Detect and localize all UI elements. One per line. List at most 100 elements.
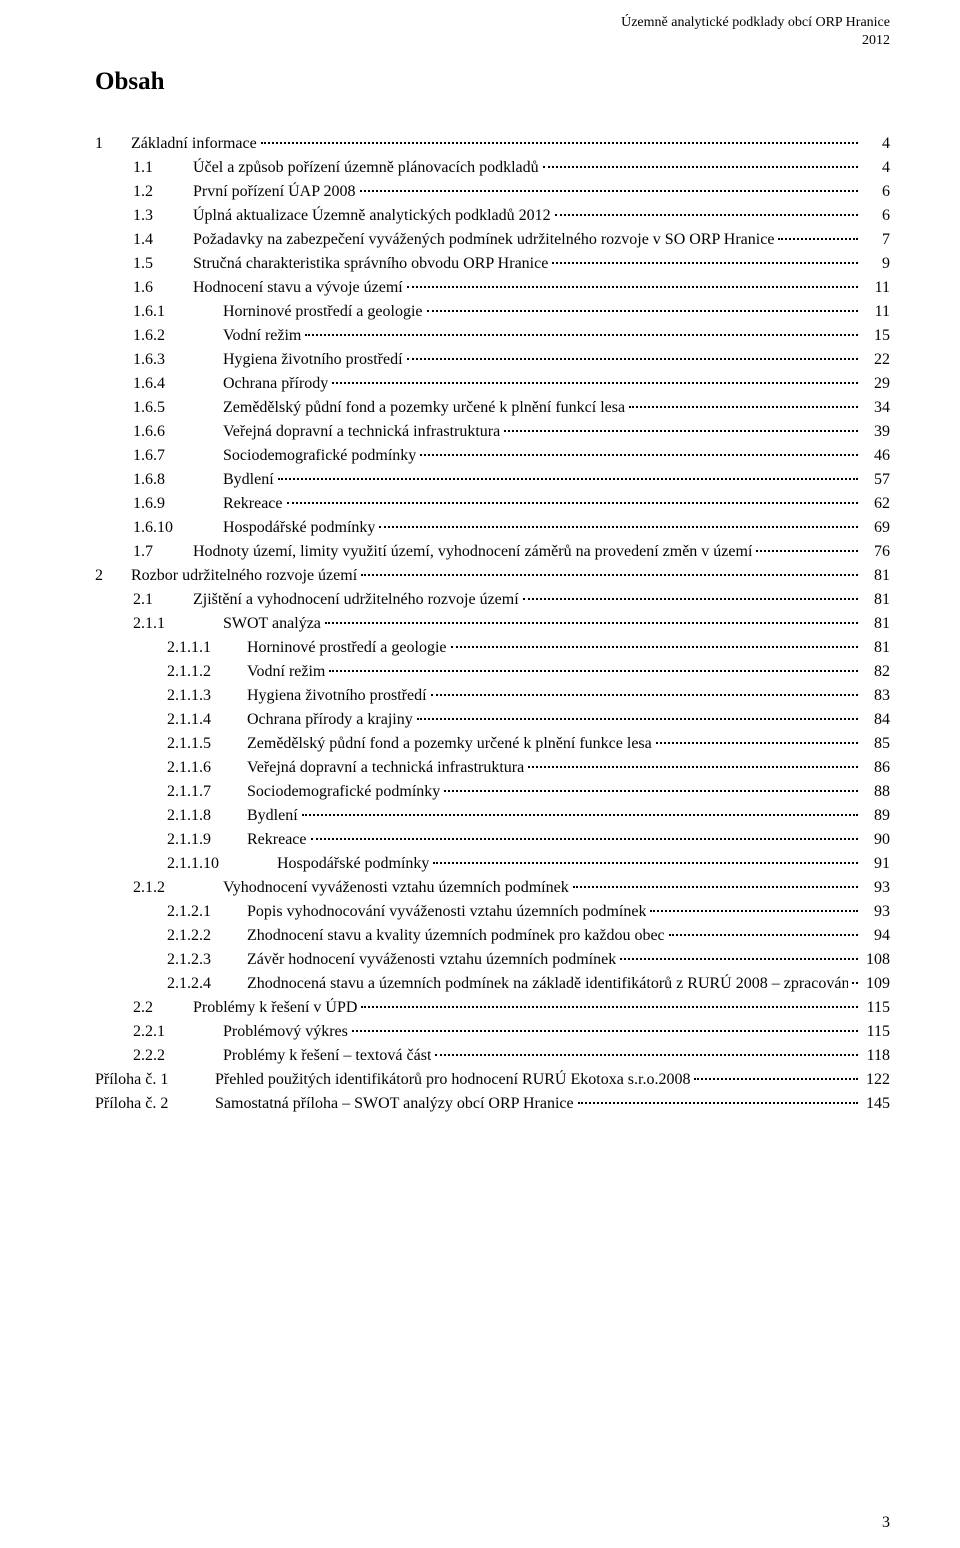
- toc-entry-number: 1.6.8: [133, 468, 223, 492]
- toc-entry-text: Horninové prostředí a geologie: [223, 300, 423, 324]
- toc-entry-text: Zhodnocení stavu a kvality územních podm…: [247, 924, 665, 948]
- toc-leader: [360, 190, 858, 192]
- toc-row: 2.1.1.8Bydlení89: [95, 804, 890, 828]
- toc-entry-text: Rozbor udržitelného rozvoje území: [131, 564, 357, 588]
- toc-row: 2.1.1.1Horninové prostředí a geologie81: [95, 636, 890, 660]
- toc-entry-text: Hodnoty území, limity využití území, vyh…: [193, 540, 752, 564]
- toc-entry-number: 1.6.7: [133, 444, 223, 468]
- toc-row: Příloha č. 1Přehled použitých identifiká…: [95, 1068, 890, 1092]
- toc-entry-text: Horninové prostředí a geologie: [247, 636, 447, 660]
- toc-entry-number: 2.1.2.4: [167, 972, 247, 996]
- toc-entry-text: Sociodemografické podmínky: [223, 444, 416, 468]
- toc-row: 2.1.1.3Hygiena životního prostředí83: [95, 684, 890, 708]
- toc-entry-page: 109: [862, 972, 890, 996]
- toc-entry-text: Základní informace: [131, 132, 257, 156]
- toc-entry-page: 4: [862, 132, 890, 156]
- toc-entry-page: 145: [862, 1092, 890, 1116]
- toc-leader: [287, 502, 858, 504]
- toc-entry-text: Přehled použitých identifikátorů pro hod…: [215, 1068, 690, 1092]
- toc-entry-page: 108: [862, 948, 890, 972]
- toc-leader: [650, 910, 858, 912]
- toc-entry-text: Požadavky na zabezpečení vyvážených podm…: [193, 228, 774, 252]
- toc-leader: [417, 718, 858, 720]
- toc-entry-text: Zemědělský půdní fond a pozemky určené k…: [223, 396, 625, 420]
- toc-entry-number: 2.1.1.4: [167, 708, 247, 732]
- toc-entry-number: 2.1.1.8: [167, 804, 247, 828]
- toc-row: 1.6.1Horninové prostředí a geologie11: [95, 300, 890, 324]
- toc-entry-page: 115: [862, 996, 890, 1020]
- toc-entry-text: Problémový výkres: [223, 1020, 348, 1044]
- toc-row: 2.2.2Problémy k řešení – textová část118: [95, 1044, 890, 1068]
- toc-entry-number: 2.1.2: [133, 876, 223, 900]
- toc-entry-text: Popis vyhodnocování vyváženosti vztahu ú…: [247, 900, 646, 924]
- toc-entry-number: 1.5: [133, 252, 193, 276]
- toc-leader: [451, 646, 859, 648]
- toc-row: 2.1.2.1Popis vyhodnocování vyváženosti v…: [95, 900, 890, 924]
- toc-leader: [305, 334, 858, 336]
- toc-entry-text: Úplná aktualizace Územně analytických po…: [193, 204, 551, 228]
- toc-entry-text: Bydlení: [223, 468, 274, 492]
- toc-leader: [620, 958, 858, 960]
- toc-entry-page: 7: [862, 228, 890, 252]
- toc-entry-number: Příloha č. 2: [95, 1092, 215, 1116]
- toc-row: 2.1.2.4Zhodnocená stavu a územních podmí…: [95, 972, 890, 996]
- toc-leader: [578, 1102, 858, 1104]
- toc-entry-page: 34: [862, 396, 890, 420]
- toc-entry-page: 9: [862, 252, 890, 276]
- toc-entry-page: 93: [862, 900, 890, 924]
- toc-row: 1.1Účel a způsob pořízení územně plánova…: [95, 156, 890, 180]
- toc-entry-page: 81: [862, 564, 890, 588]
- toc-row: 2.1.1.9Rekreace90: [95, 828, 890, 852]
- toc-entry-text: SWOT analýza: [223, 612, 321, 636]
- toc-leader: [528, 766, 858, 768]
- toc-entry-text: Ochrana přírody a krajiny: [247, 708, 413, 732]
- toc-leader: [261, 142, 858, 144]
- toc-row: 2.1.1.2Vodní režim82: [95, 660, 890, 684]
- toc-row: 1.6.5Zemědělský půdní fond a pozemky urč…: [95, 396, 890, 420]
- toc-leader: [302, 814, 858, 816]
- toc-entry-text: Problémy k řešení v ÚPD: [193, 996, 357, 1020]
- toc-row: 1.6.6Veřejná dopravní a technická infras…: [95, 420, 890, 444]
- toc-entry-text: Veřejná dopravní a technická infrastrukt…: [223, 420, 500, 444]
- toc-entry-page: 57: [862, 468, 890, 492]
- toc-row: 1.6.10Hospodářské podmínky69: [95, 516, 890, 540]
- toc-entry-number: 2.1.1.7: [167, 780, 247, 804]
- toc-entry-text: Hygiena životního prostředí: [247, 684, 427, 708]
- toc-row: 2.1.2.3Závěr hodnocení vyváženosti vztah…: [95, 948, 890, 972]
- toc-entry-number: 1.1: [133, 156, 193, 180]
- toc-entry-number: 1.3: [133, 204, 193, 228]
- toc-entry-number: 2.1.1.10: [167, 852, 277, 876]
- toc-entry-number: 2.1.2.2: [167, 924, 247, 948]
- toc-entry-number: 1.6.3: [133, 348, 223, 372]
- toc-leader: [420, 454, 858, 456]
- toc-row: 2.1.1.10Hospodářské podmínky91: [95, 852, 890, 876]
- toc-entry-text: Závěr hodnocení vyváženosti vztahu územn…: [247, 948, 616, 972]
- toc-entry-page: 62: [862, 492, 890, 516]
- toc-leader: [629, 406, 858, 408]
- toc-leader: [852, 982, 858, 984]
- toc-leader: [552, 262, 858, 264]
- toc-leader: [431, 694, 858, 696]
- toc-entry-number: 2.1.1.5: [167, 732, 247, 756]
- toc-entry-text: Problémy k řešení – textová část: [223, 1044, 431, 1068]
- toc-entry-text: Vodní režim: [247, 660, 325, 684]
- toc-entry-page: 91: [862, 852, 890, 876]
- toc-entry-text: Rekreace: [247, 828, 307, 852]
- toc-row: 1.6.4Ochrana přírody29: [95, 372, 890, 396]
- table-of-contents: 1Základní informace 41.1Účel a způsob poř…: [95, 132, 890, 1116]
- toc-entry-page: 122: [862, 1068, 890, 1092]
- toc-entry-number: 2.1.1.2: [167, 660, 247, 684]
- toc-entry-number: 1.6.5: [133, 396, 223, 420]
- toc-leader: [325, 622, 858, 624]
- toc-row: 2.1.1.6Veřejná dopravní a technická infr…: [95, 756, 890, 780]
- toc-entry-number: 1: [95, 132, 131, 156]
- toc-entry-text: Zhodnocená stavu a územních podmínek na …: [247, 972, 848, 996]
- toc-row: 2.1.1.4Ochrana přírody a krajiny84: [95, 708, 890, 732]
- toc-entry-page: 11: [862, 276, 890, 300]
- toc-entry-number: Příloha č. 1: [95, 1068, 215, 1092]
- toc-entry-number: 1.6.10: [133, 516, 223, 540]
- toc-leader: [427, 310, 859, 312]
- toc-entry-page: 29: [862, 372, 890, 396]
- toc-leader: [361, 1006, 858, 1008]
- toc-entry-number: 2.1.2.3: [167, 948, 247, 972]
